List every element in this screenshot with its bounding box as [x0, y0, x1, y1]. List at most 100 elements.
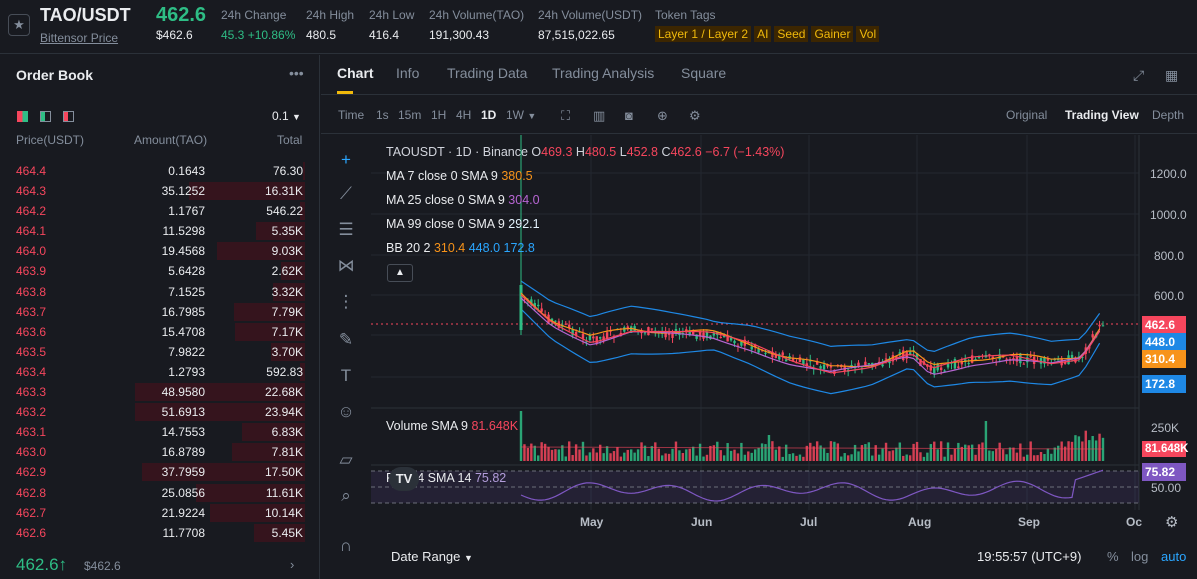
axis-settings-icon[interactable]: ⚙ [1165, 514, 1179, 531]
add-icon[interactable]: ⊕ [657, 108, 668, 123]
volume-bar [664, 453, 667, 461]
collapse-legend-icon[interactable]: ▲ [387, 264, 413, 282]
order-book-row[interactable]: 464.0 19.4568 9.03K [0, 241, 319, 261]
row-price: 462.9 [16, 465, 47, 480]
volume-bar [778, 446, 781, 461]
expand-icon[interactable]: ⤢ [1133, 67, 1145, 83]
interval-1d[interactable]: 1D [481, 108, 497, 122]
order-book-row[interactable]: 462.9 37.7959 17.50K [0, 462, 319, 482]
volume-bar [568, 441, 571, 461]
row-total: 3.70K [271, 344, 303, 359]
emoji-icon[interactable]: ☺ [337, 402, 355, 421]
volume-bar [554, 449, 557, 461]
chevron-right-icon[interactable]: › [290, 557, 295, 572]
log-toggle[interactable]: log [1131, 549, 1149, 564]
volume-bar [698, 443, 702, 461]
tick-size-select[interactable]: 0.1 ▼ [272, 109, 301, 123]
row-price: 463.5 [16, 344, 47, 359]
order-book-row[interactable]: 462.8 25.0856 11.61K [0, 483, 319, 503]
view-trading-view[interactable]: Trading View [1065, 108, 1139, 122]
fib-icon[interactable]: ⋮ [337, 292, 355, 311]
tab-trading-data[interactable]: Trading Data [447, 65, 528, 81]
order-book-row[interactable]: 463.5 7.9822 3.70K [0, 342, 319, 362]
zoom-in-icon[interactable]: ⌕ [341, 486, 351, 505]
order-book-row[interactable]: 462.7 21.9224 10.14K [0, 503, 319, 523]
horizontal-lines-icon[interactable]: ☰ [338, 220, 354, 239]
text-tool-icon[interactable]: T [340, 366, 352, 385]
pattern-icon[interactable]: ⋈ [337, 256, 355, 275]
order-book-row[interactable]: 463.3 48.9580 22.68K [0, 382, 319, 402]
order-book-row[interactable]: 464.3 35.1252 16.31K [0, 181, 319, 201]
volume-bar [695, 455, 698, 461]
price-chart-svg[interactable] [371, 135, 1197, 540]
col-price: Price(USDT) [16, 133, 84, 147]
indicators-icon[interactable]: ⛶ [561, 108, 571, 123]
order-book-row[interactable]: 463.7 16.7985 7.79K [0, 302, 319, 322]
volume-axis-250k: 250K [1151, 421, 1180, 435]
order-book-row[interactable]: 463.9 5.6428 2.62K [0, 261, 319, 281]
chart-type-icon[interactable]: ▥ [593, 108, 606, 123]
tag-vol[interactable]: Vol [856, 26, 880, 42]
order-book-row[interactable]: 463.6 15.4708 7.17K [0, 322, 319, 342]
order-book-row[interactable]: 462.6 11.7708 5.45K [0, 523, 319, 543]
candle-body [798, 357, 802, 363]
volume-bar [599, 444, 602, 461]
bids-view-icon[interactable] [40, 111, 51, 122]
settings-gear-icon[interactable]: ⚙ [689, 108, 701, 123]
magnet-icon[interactable]: ∩ [339, 536, 353, 555]
more-dots-icon[interactable]: ••• [289, 65, 304, 81]
candle-body [643, 332, 647, 334]
candle-body [988, 354, 991, 356]
tag-ai[interactable]: AI [754, 26, 772, 42]
candle-body [1029, 355, 1032, 358]
interval-1w[interactable]: 1W ▼ [506, 108, 537, 122]
symbol-subtitle-link[interactable]: Bittensor Price [40, 31, 119, 45]
view-original[interactable]: Original [1006, 108, 1048, 122]
chart-footer: Date Range ▼ 19:55:57 (UTC+9) % log auto [371, 540, 1197, 579]
row-total: 10.14K [264, 505, 303, 520]
percent-toggle[interactable]: % [1107, 549, 1119, 564]
price-axis-800: 800.0 [1154, 249, 1185, 263]
auto-toggle[interactable]: auto [1161, 549, 1187, 564]
depth-bar [135, 383, 305, 402]
volume-bar [843, 453, 846, 461]
volume-bar [561, 445, 564, 461]
order-book-row[interactable]: 463.8 7.1525 3.32K [0, 282, 319, 302]
tab-info[interactable]: Info [396, 65, 420, 81]
ruler-icon[interactable]: ▱ [339, 450, 353, 469]
camera-icon[interactable]: ◙ [625, 108, 633, 123]
view-depth[interactable]: Depth [1152, 108, 1185, 122]
order-book-row[interactable]: 464.2 1.1767 546.22 [0, 201, 319, 221]
interval-time[interactable]: Time [338, 108, 365, 122]
tag-gainer[interactable]: Gainer [811, 26, 854, 42]
interval-15m[interactable]: 15m [398, 108, 422, 122]
tab-square[interactable]: Square [681, 65, 727, 81]
both-sides-view-icon[interactable] [17, 111, 28, 122]
chart-area[interactable]: TAOUSDT · 1D · Binance O469.3 H480.5 L45… [371, 135, 1197, 579]
depth-bar [210, 503, 305, 522]
crosshair-icon[interactable]: + [341, 150, 351, 169]
tag-seed[interactable]: Seed [774, 26, 809, 42]
tab-chart[interactable]: Chart [337, 65, 374, 81]
interval-1s[interactable]: 1s [376, 108, 389, 122]
interval-1h[interactable]: 1H [431, 108, 447, 122]
interval-4h[interactable]: 4H [456, 108, 472, 122]
row-price: 462.6 [16, 525, 47, 540]
order-book-row[interactable]: 464.4 0.1643 76.30 [0, 161, 319, 181]
tag-layer[interactable]: Layer 1 / Layer 2 [655, 26, 752, 42]
grid-layout-icon[interactable]: ▦ [1165, 67, 1179, 83]
order-book-row[interactable]: 463.0 16.8789 7.81K [0, 442, 319, 462]
trend-line-icon[interactable]: ⟋ [340, 184, 352, 203]
volume-bar [537, 455, 540, 461]
date-range-button[interactable]: Date Range ▼ [391, 549, 473, 564]
order-book-row[interactable]: 463.4 1.2793 592.83 [0, 362, 319, 382]
brush-icon[interactable]: ✎ [338, 330, 354, 349]
order-book-row[interactable]: 463.1 14.7553 6.83K [0, 422, 319, 442]
favorite-star-icon[interactable]: ★ [8, 14, 30, 36]
order-book-row[interactable]: 463.2 51.6913 23.94K [0, 402, 319, 422]
candle-body [691, 331, 695, 335]
tab-trading-analysis[interactable]: Trading Analysis [552, 65, 655, 81]
candle-body [533, 303, 536, 309]
asks-view-icon[interactable] [63, 111, 74, 122]
order-book-row[interactable]: 464.1 11.5298 5.35K [0, 221, 319, 241]
